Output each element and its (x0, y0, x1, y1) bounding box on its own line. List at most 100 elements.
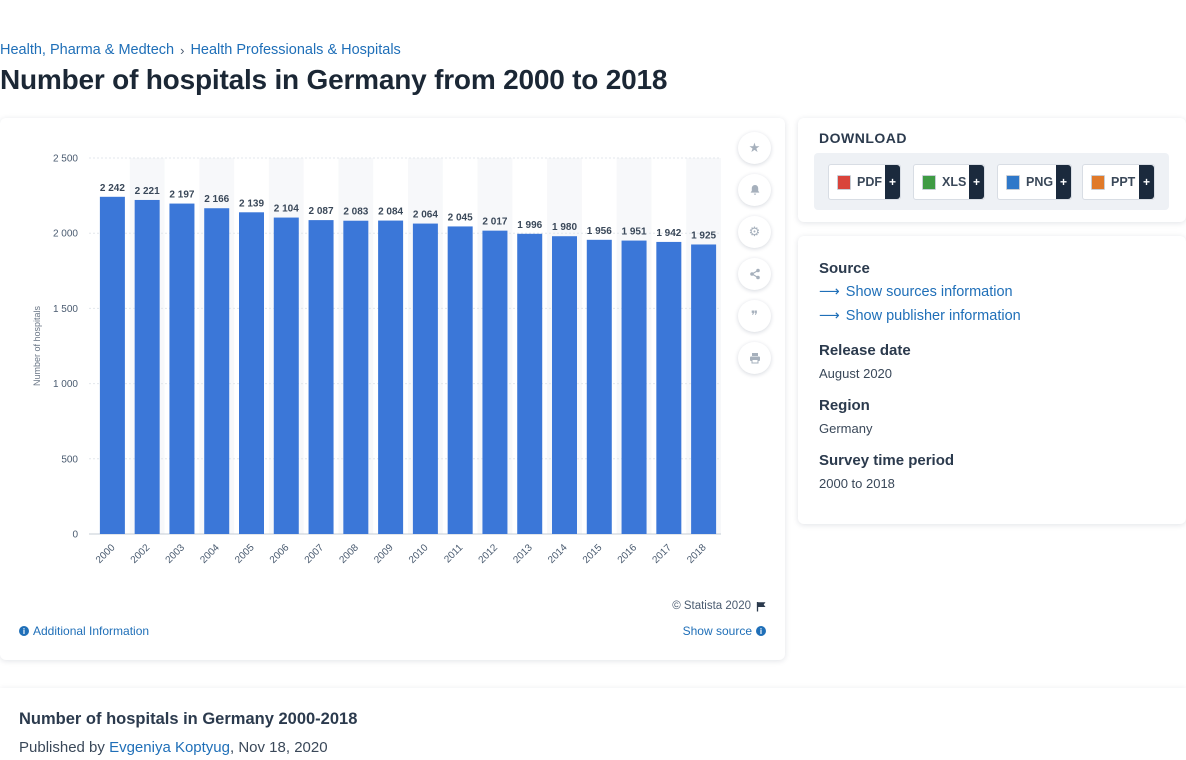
x-tick-labels: 2000 2002 2003 2004 2005 2006 2007 2008 2009 2010… (94, 542, 709, 566)
data-label: 2 166 (204, 194, 229, 205)
bar (447, 226, 473, 534)
download-xls-label: XLS (942, 175, 967, 189)
download-bar: PDF + XLS + PNG + PPT + (814, 153, 1169, 210)
x-tick-label: 2015 (581, 542, 605, 566)
bar (204, 208, 230, 535)
publish-date: , Nov 18, 2020 (230, 739, 328, 756)
x-tick-label: 2012 (477, 542, 501, 566)
source-heading: Source (819, 260, 870, 277)
bar (621, 240, 647, 534)
plus-icon: + (1056, 165, 1071, 199)
copyright: © Statista 2020 (672, 600, 767, 612)
download-png-label: PNG (1026, 175, 1054, 189)
y-tick-label: 0 (72, 530, 78, 541)
description-title: Number of hospitals in Germany 2000-2018 (19, 710, 358, 728)
download-png-button[interactable]: PNG + (997, 164, 1072, 200)
additional-information-link[interactable]: i Additional Information (19, 624, 149, 638)
bar (308, 220, 334, 534)
breadcrumb-item-health[interactable]: Health, Pharma & Medtech (0, 42, 175, 58)
published-by-label: Published by (19, 739, 105, 756)
xls-file-icon (922, 174, 936, 190)
x-tick-label: 2006 (268, 542, 292, 566)
data-label: 1 996 (517, 220, 542, 231)
x-tick-label: 2000 (94, 542, 118, 566)
bar (691, 244, 717, 534)
show-publisher-label: Show publisher information (845, 308, 1021, 324)
breadcrumb: Health, Pharma & Medtech › Health Profes… (0, 42, 401, 58)
data-label: 2 139 (239, 198, 264, 209)
x-tick-label: 2016 (616, 542, 640, 566)
data-label: 2 087 (309, 206, 334, 217)
pdf-file-icon (837, 174, 851, 190)
download-pdf-button[interactable]: PDF + (828, 164, 901, 200)
show-sources-label: Show sources information (845, 284, 1013, 300)
data-labels: 2 242 2 221 2 197 2 166 2 139 2 104 2 087 2 083… (100, 183, 717, 242)
copyright-text: © Statista 2020 (672, 600, 751, 612)
region-value: Germany (819, 421, 873, 436)
y-tick-labels: 0 500 1 000 1 500 2 000 2 500 (53, 154, 78, 541)
x-tick-label: 2008 (337, 542, 361, 566)
arrow-right-icon: ⟶ (819, 284, 840, 300)
chart-card: 0 500 1 000 1 500 2 000 2 500 2 242 2 221 2 197… (0, 118, 785, 660)
data-label: 1 980 (552, 222, 577, 233)
download-ppt-label: PPT (1111, 175, 1136, 189)
data-label: 2 104 (274, 204, 299, 215)
x-tick-label: 2005 (233, 542, 257, 566)
flag-icon[interactable] (756, 601, 767, 612)
data-label: 2 017 (482, 217, 507, 228)
show-source-label: Show source (682, 624, 752, 638)
release-date-value: August 2020 (819, 366, 893, 381)
quote-icon[interactable]: ❞ (738, 300, 771, 332)
bar (482, 230, 508, 535)
y-tick-label: 500 (61, 454, 78, 465)
data-label: 2 045 (448, 212, 473, 223)
bar (134, 199, 160, 534)
bar (343, 220, 369, 534)
x-tick-label: 2018 (685, 542, 709, 566)
bar (273, 217, 299, 534)
release-date-heading: Release date (819, 342, 911, 359)
x-tick-label: 2003 (164, 542, 188, 566)
plus-icon: + (1139, 165, 1154, 199)
download-title: DOWNLOAD (819, 130, 907, 146)
x-tick-label: 2002 (129, 542, 153, 566)
x-tick-label: 2014 (546, 542, 570, 566)
data-label: 2 197 (169, 190, 194, 201)
data-label: 1 951 (622, 227, 647, 238)
download-xls-button[interactable]: XLS + (913, 164, 985, 200)
gear-icon[interactable]: ⚙ (738, 216, 771, 248)
breadcrumb-separator: › (180, 42, 185, 58)
y-tick-label: 1 500 (53, 304, 78, 315)
data-label: 2 064 (413, 210, 438, 221)
chart-tools: ★ ⚙ ❞ (738, 132, 771, 374)
x-tick-label: 2013 (511, 542, 535, 566)
show-publisher-link[interactable]: ⟶ Show publisher information (819, 308, 1021, 324)
share-icon[interactable] (738, 258, 771, 290)
statistic-details-card: Source ⟶ Show sources information ⟶ Show… (798, 236, 1186, 524)
ppt-file-icon (1091, 174, 1105, 190)
data-label: 2 084 (378, 207, 403, 218)
breadcrumb-item-hospitals[interactable]: Health Professionals & Hospitals (190, 42, 401, 58)
author-link[interactable]: Evgeniya Koptyug (109, 739, 230, 756)
show-source-link[interactable]: Show source i (683, 624, 766, 638)
bar (552, 236, 577, 534)
plus-icon: + (885, 165, 900, 199)
star-icon[interactable]: ★ (738, 132, 771, 164)
additional-information-label: Additional Information (33, 624, 150, 638)
download-ppt-button[interactable]: PPT + (1082, 164, 1155, 200)
show-sources-link[interactable]: ⟶ Show sources information (819, 284, 1013, 300)
data-label: 1 956 (587, 226, 612, 237)
x-tick-label: 2007 (303, 542, 327, 566)
bars (99, 196, 717, 535)
data-label: 1 942 (656, 228, 681, 239)
download-pdf-label: PDF (857, 175, 882, 189)
bar (412, 223, 438, 534)
print-icon[interactable] (738, 342, 771, 374)
bar-chart: 0 500 1 000 1 500 2 000 2 500 2 242 2 221 2 197… (32, 154, 721, 566)
x-tick-label: 2004 (198, 542, 222, 566)
y-tick-label: 1 000 (53, 379, 78, 390)
bell-icon[interactable] (738, 174, 771, 206)
survey-period-value: 2000 to 2018 (819, 476, 895, 491)
bar (656, 241, 682, 534)
